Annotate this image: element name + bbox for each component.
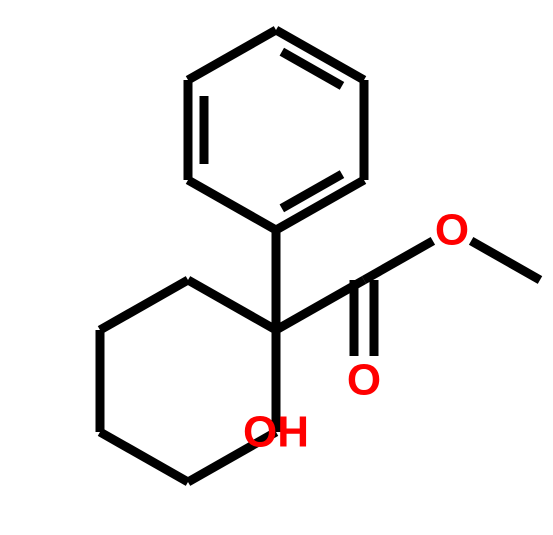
- bond-line: [100, 280, 188, 330]
- bond-line: [282, 174, 342, 208]
- atom-label-Od: O: [347, 356, 381, 405]
- atom-label-OH: OH: [243, 408, 309, 457]
- bond-line: [282, 52, 342, 86]
- bond-line: [188, 180, 276, 230]
- bond-line: [188, 30, 276, 80]
- bond-line: [100, 432, 188, 482]
- bond-line: [188, 280, 276, 330]
- bond-line: [471, 241, 540, 280]
- molecule-diagram: OH O O: [0, 0, 553, 535]
- bonds-group: [100, 30, 540, 482]
- bond-line: [364, 241, 433, 280]
- atom-label-Os: O: [435, 206, 469, 255]
